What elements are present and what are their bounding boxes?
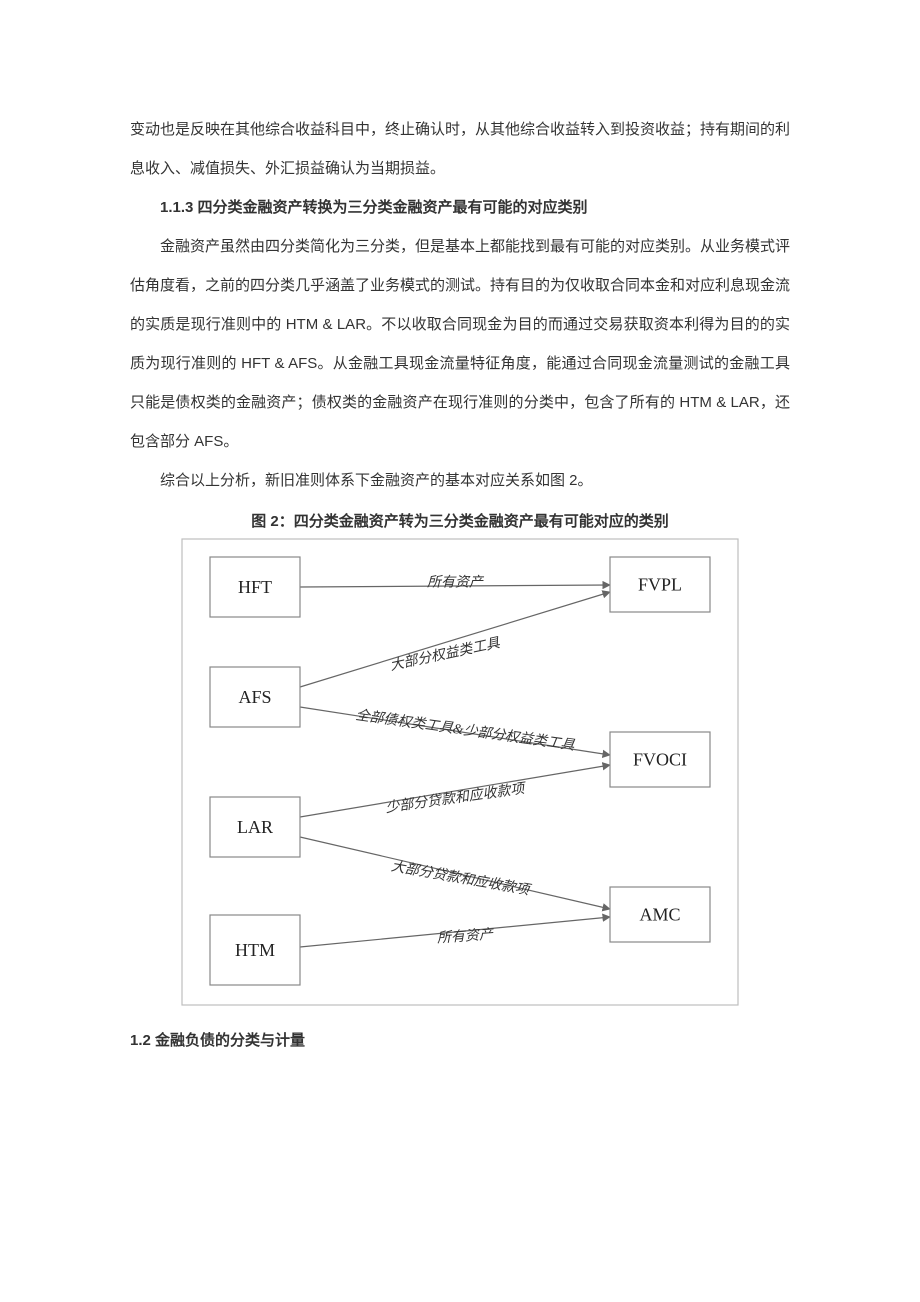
edge-label-lar-fvoci: 少部分贷款和应收款项 (384, 780, 528, 816)
flowchart-svg: 所有资产大部分权益类工具全部债权类工具&少部分权益类工具少部分贷款和应收款项大部… (180, 537, 740, 1007)
svg-text:FVPL: FVPL (638, 575, 682, 595)
svg-text:HFT: HFT (238, 577, 272, 597)
node-hft: HFT (210, 557, 300, 617)
svg-text:HTM: HTM (235, 940, 275, 960)
heading-1-1-3: 1.1.3 四分类金融资产转换为三分类金融资产最有可能的对应类别 (130, 188, 790, 227)
node-afs: AFS (210, 667, 300, 727)
node-amc: AMC (610, 887, 710, 942)
node-htm: HTM (210, 915, 300, 985)
figure-2-title: 图 2：四分类金融资产转为三分类金融资产最有可能对应的类别 (130, 510, 790, 531)
page: 变动也是反映在其他综合收益科目中，终止确认时，从其他综合收益转入到投资收益；持有… (0, 0, 920, 1302)
edge-label-lar-amc: 大部分贷款和应收款项 (390, 858, 534, 899)
figure-2-diagram: 所有资产大部分权益类工具全部债权类工具&少部分权益类工具少部分贷款和应收款项大部… (180, 537, 740, 1007)
paragraph-intro: 变动也是反映在其他综合收益科目中，终止确认时，从其他综合收益转入到投资收益；持有… (130, 110, 790, 188)
edge-label-afs-fvoci: 全部债权类工具&少部分权益类工具 (355, 707, 577, 754)
edge-afs-fvpl (300, 592, 610, 687)
node-fvpl: FVPL (610, 557, 710, 612)
edge-label-htm-amc: 所有资产 (436, 926, 495, 946)
svg-text:AMC: AMC (639, 905, 680, 925)
svg-text:AFS: AFS (238, 687, 271, 707)
edge-label-hft-fvpl: 所有资产 (427, 575, 485, 591)
svg-text:FVOCI: FVOCI (633, 750, 687, 770)
paragraph-body-2: 综合以上分析，新旧准则体系下金融资产的基本对应关系如图 2。 (130, 461, 790, 500)
node-fvoci: FVOCI (610, 732, 710, 787)
svg-text:LAR: LAR (237, 817, 273, 837)
paragraph-body-1: 金融资产虽然由四分类简化为三分类，但是基本上都能找到最有可能的对应类别。从业务模… (130, 227, 790, 461)
node-lar: LAR (210, 797, 300, 857)
heading-1-2: 1.2 金融负债的分类与计量 (130, 1021, 790, 1060)
